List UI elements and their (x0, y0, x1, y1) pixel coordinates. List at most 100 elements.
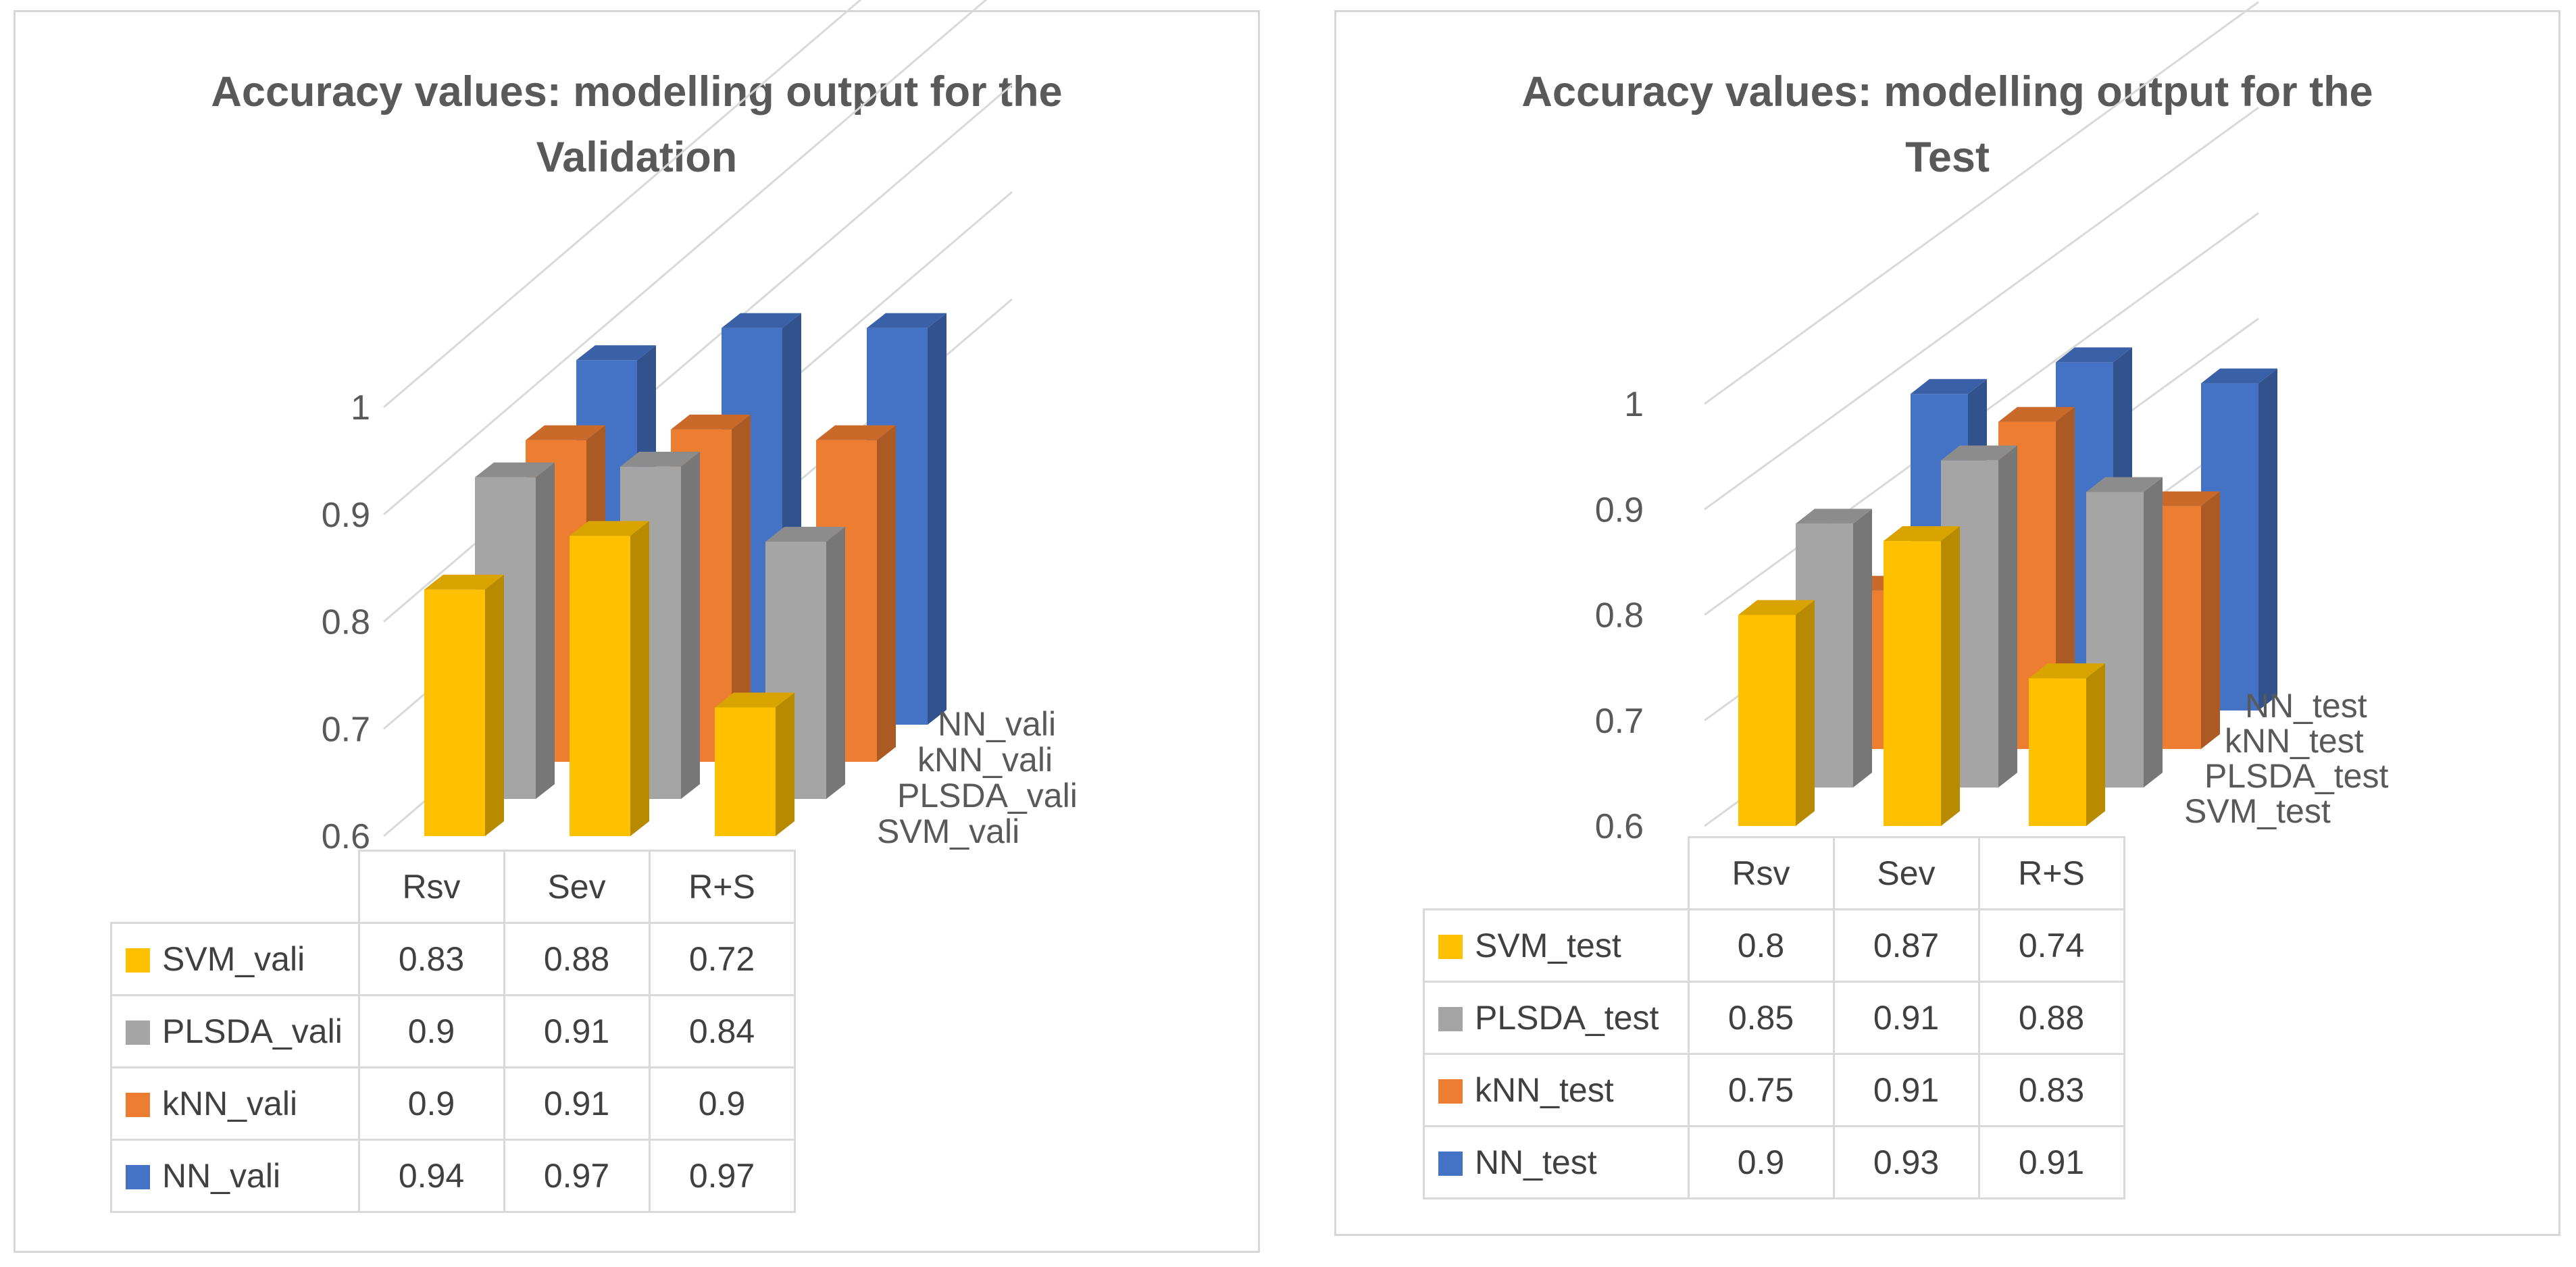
table-header-rsv: Rsv (1687, 836, 1835, 910)
bar-top (816, 425, 896, 440)
bar-top (2029, 663, 2105, 679)
table-cell: 0.9 (648, 1066, 796, 1141)
depth-axis-label: PLSDA_test (2204, 757, 2388, 795)
table-cell: 0.91 (503, 994, 651, 1068)
bar-top (722, 313, 801, 328)
bar-SVM_test-Rsv (1738, 600, 1815, 826)
y-tick-label: 0.6 (322, 817, 370, 856)
table-row: PLSDA_vali 0.9 0.91 0.84 (110, 994, 796, 1068)
table-cell: 0.97 (648, 1139, 796, 1213)
legend-label: kNN_test (1475, 1071, 1614, 1109)
table-cell: 0.9 (357, 994, 505, 1068)
table-row: kNN_vali 0.9 0.91 0.9 (110, 1066, 796, 1141)
bar-side (2201, 491, 2220, 749)
gridline (383, 0, 988, 515)
table-cell: 0.91 (1832, 1053, 1980, 1127)
table-cell: 0.91 (1977, 1125, 2125, 1199)
table-cell: 0.84 (648, 994, 796, 1068)
y-tick-label: 1 (1624, 385, 1644, 424)
table-cell: 0.93 (1832, 1125, 1980, 1199)
table-cell: 0.75 (1687, 1053, 1835, 1127)
table-header-row: Rsv Sev R+S (1423, 836, 2125, 910)
gridline (1704, 1, 2259, 405)
chart-title-line-2: Validation (536, 134, 738, 181)
table-cell: 0.9 (1687, 1125, 1835, 1199)
bar-front (2029, 678, 2086, 826)
bar-front (1738, 615, 1796, 826)
bar-side (2086, 663, 2105, 826)
legend-swatch-plsda (1438, 1007, 1463, 1031)
bar-top (2086, 477, 2163, 492)
bar-top (424, 574, 504, 590)
bar-top (2056, 347, 2132, 363)
bar-top (1998, 407, 2075, 422)
bar-top (1941, 445, 2017, 461)
bar-SVM_vali-Sev (570, 521, 649, 836)
depth-axis-label: NN_vali (938, 705, 1056, 743)
bar-side (485, 574, 504, 836)
bar-side (1941, 526, 1960, 826)
y-tick-label: 1 (351, 388, 370, 428)
legend-label: SVM_test (1475, 927, 1621, 964)
legend-label: kNN_vali (162, 1085, 298, 1122)
bar-top (2144, 491, 2220, 507)
bar-side (732, 414, 751, 762)
table-header-sev: Sev (503, 850, 651, 924)
legend-label: PLSDA_test (1475, 999, 1659, 1037)
table-row: PLSDA_test 0.85 0.91 0.88 (1423, 981, 2125, 1055)
bar-side (536, 462, 555, 799)
data-table: Rsv Sev R+S SVM_vali 0.83 0.88 0.72 PLSD… (110, 850, 796, 1213)
bar-top (1796, 509, 1872, 524)
table-row: NN_vali 0.94 0.97 0.97 (110, 1139, 796, 1213)
bars (1738, 347, 2277, 826)
table-cell: 0.97 (503, 1139, 651, 1213)
table-cell: 0.85 (1687, 981, 1835, 1055)
table-row: NN_test 0.9 0.93 0.91 (1423, 1125, 2125, 1199)
legend-swatch-knn (126, 1093, 150, 1117)
table-row: SVM_test 0.8 0.87 0.74 (1423, 908, 2125, 983)
chart-plot-area: 0.6 0.7 0.8 0.9 1 SVM_valiPLSDA_valikNN_valiN… (322, 0, 1078, 856)
y-tick-label: 0.8 (322, 603, 370, 642)
bar-side (2258, 368, 2277, 710)
chart-title-line-2: Test (1905, 134, 1990, 181)
table-row: kNN_test 0.75 0.91 0.83 (1423, 1053, 2125, 1127)
gridline (1704, 107, 2259, 511)
legend-swatch-svm (126, 948, 150, 973)
table-header-row: Rsv Sev R+S (111, 850, 796, 924)
y-tick-label: 0.8 (1595, 596, 1644, 636)
y-tick-label: 0.7 (1595, 702, 1644, 741)
bar-top (2201, 368, 2277, 384)
y-tick-label: 0.9 (1595, 490, 1644, 529)
bar-top (475, 462, 555, 477)
bar-top (620, 451, 700, 467)
table-row: SVM_vali 0.83 0.88 0.72 (110, 922, 796, 996)
bar-SVM_vali-R+S (715, 692, 794, 836)
table-cell: 0.87 (1832, 908, 1980, 983)
bar-side (826, 527, 845, 799)
bars (424, 313, 946, 836)
bar-front (715, 707, 776, 836)
gridline (383, 0, 862, 409)
chart-title-line-1: Accuracy values: modelling output for th… (1521, 68, 2373, 115)
data-table: Rsv Sev R+S SVM_test 0.8 0.87 0.74 PLSDA… (1423, 836, 2125, 1199)
table-cell: 0.88 (503, 922, 651, 996)
y-tick-label: 0.9 (322, 496, 370, 535)
bar-side (877, 425, 896, 762)
bar-side (1998, 445, 2017, 787)
table-header-rs: R+S (648, 850, 796, 924)
bar-top (1738, 600, 1815, 615)
bar-SVM_test-R+S (2029, 663, 2105, 826)
chart-plot-area: 0.60.70.80.91SVM_testPLSDA_testkNN_testN… (1595, 1, 2388, 846)
bar-front (424, 589, 485, 836)
bar-front (1884, 541, 1941, 826)
chart-title-line-1: Accuracy values: modelling output for th… (211, 68, 1063, 115)
bar-SVM_test-Sev (1884, 526, 1960, 826)
bar-top (715, 692, 794, 708)
table-cell: 0.83 (1977, 1053, 2125, 1127)
chart-title: Accuracy values: modelling output for th… (16, 59, 1258, 190)
table-cell: 0.8 (1687, 908, 1835, 983)
depth-axis-label: SVM_vali (877, 812, 1019, 850)
depth-axis-label: NN_test (2245, 687, 2367, 725)
table-cell: 0.88 (1977, 981, 2125, 1055)
chart-title: Accuracy values: modelling output for th… (1336, 59, 2558, 190)
